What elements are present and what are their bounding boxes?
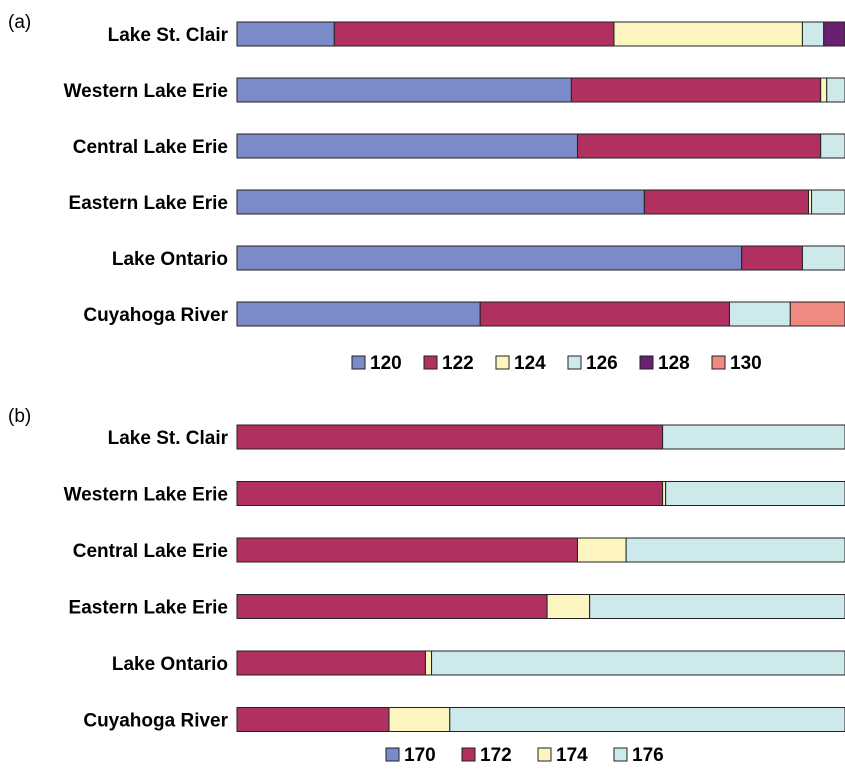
panel-a-category-label: Eastern Lake Erie: [69, 193, 228, 214]
panel-a-legend-label: 124: [514, 353, 546, 374]
panel-a-bar-segment-126: [801, 245, 845, 271]
panel-a-bar-segment-122: [741, 245, 803, 271]
panel-b-legend-swatch: [385, 747, 400, 762]
panel-b-category-label: Eastern Lake Erie: [69, 598, 228, 619]
panel-a-bar-segment-122: [479, 301, 730, 327]
panel-b-category-label: Cuyahoga River: [83, 711, 228, 732]
panel-a-bar-segment-122: [576, 133, 822, 159]
panel-a-bar-segment-124: [613, 21, 803, 47]
panel-a-category-label: Central Lake Erie: [73, 137, 228, 158]
panel-a-bar-segment-126: [826, 77, 845, 103]
panel-b-category-label: Western Lake Erie: [64, 485, 228, 506]
panel-b-bar-segment-176: [449, 707, 845, 732]
panel-a-label: (a): [8, 12, 31, 33]
panel-a-bar-segment-130: [789, 301, 845, 327]
panel-a-bar-segment-120: [236, 301, 481, 327]
panel-a-category-label: Lake St. Clair: [108, 25, 229, 46]
panel-b-legend-label: 176: [632, 745, 664, 766]
panel-b-bar-segment-176: [665, 481, 845, 506]
panel-a-category-label: Western Lake Erie: [64, 81, 228, 102]
panel-b-legend-swatch: [613, 747, 628, 762]
panel-b-legend-label: 174: [556, 745, 588, 766]
panel-b-bar-segment-176: [662, 424, 845, 450]
panel-a-bar-segment-126: [728, 301, 791, 327]
panel-a-bar-segment-120: [236, 189, 645, 215]
panel-a-bar-segment-122: [570, 77, 822, 103]
panel-b-bar-segment-174: [576, 537, 627, 563]
panel-b-bar-segment-174: [424, 650, 433, 676]
panel-b-bar-segment-172: [236, 707, 390, 732]
panel-b-legend-swatch: [461, 747, 476, 762]
panel-a-legend-swatch: [351, 355, 366, 370]
panel-b-category-label: Lake Ontario: [112, 654, 228, 675]
panel-a-legend-label: 126: [586, 353, 618, 374]
panel-a-legend-label: 122: [442, 353, 474, 374]
panel-b-legend-label: 170: [404, 745, 436, 766]
panel-b-bar-segment-176: [589, 594, 845, 619]
panel-a-bar-segment-126: [801, 21, 825, 47]
panel-a-bar-segment-120: [236, 77, 572, 103]
panel-a-bar-segment-126: [811, 189, 845, 215]
panel-b-bar-segment-174: [388, 707, 451, 732]
panel-a-bar-segment-128: [823, 21, 845, 47]
panel-a-legend-label: 130: [730, 353, 762, 374]
panel-a-legend-swatch: [567, 355, 582, 370]
panel-b-category-label: Central Lake Erie: [73, 541, 228, 562]
panel-a-legend-swatch: [711, 355, 726, 370]
panel-a-bar-segment-124: [820, 77, 828, 103]
panel-a-legend-swatch: [495, 355, 510, 370]
panel-a-legend-swatch: [423, 355, 438, 370]
panel-b-bar-segment-172: [236, 650, 426, 676]
panel-a-category-label: Lake Ontario: [112, 249, 228, 270]
panel-b-bar-segment-176: [625, 537, 845, 563]
panel-b-bar-segment-176: [431, 650, 845, 676]
panel-a-bar-segment-120: [236, 21, 335, 47]
panel-b-bar-segment-174: [546, 594, 591, 619]
panel-b-legend-swatch: [537, 747, 552, 762]
panel-a-legend-label: 128: [658, 353, 690, 374]
panel-a-bar-segment-122: [333, 21, 615, 47]
panel-a-bar-segment-122: [643, 189, 810, 215]
panel-a-legend-swatch: [639, 355, 654, 370]
panel-a-category-label: Cuyahoga River: [83, 305, 228, 326]
panel-a-bar-segment-120: [236, 245, 743, 271]
panel-b-bar-segment-172: [236, 537, 578, 563]
panel-b-legend-label: 172: [480, 745, 512, 766]
panel-a-bar-segment-120: [236, 133, 578, 159]
panel-b-bar-segment-172: [236, 424, 664, 450]
panel-a-bar-segment-126: [820, 133, 845, 159]
panel-b-bar-segment-172: [236, 481, 664, 506]
panel-b-label: (b): [8, 406, 31, 427]
panel-a-legend-label: 120: [370, 353, 402, 374]
panel-b-category-label: Lake St. Clair: [108, 428, 229, 449]
panel-b-bar-segment-172: [236, 594, 548, 619]
